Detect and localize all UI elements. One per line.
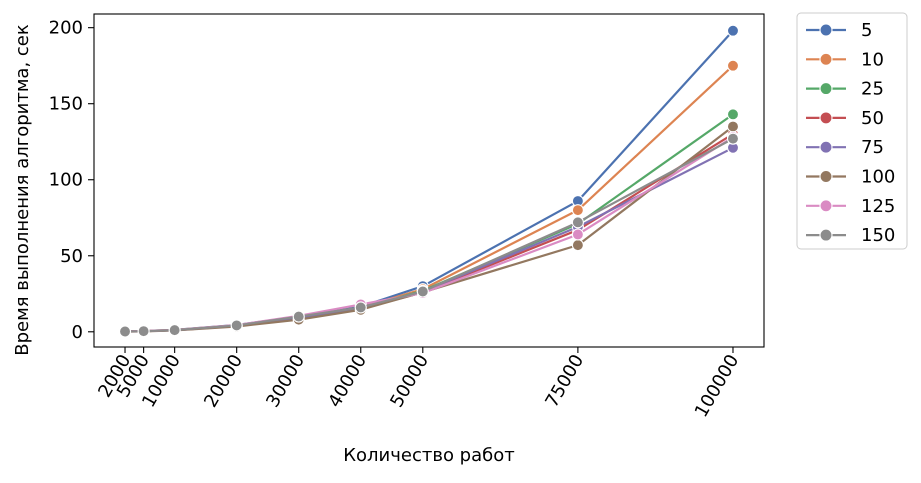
- legend-item: 100: [806, 167, 895, 188]
- legend-marker: [819, 23, 833, 37]
- series-line: [125, 125, 734, 333]
- legend-item: 75: [806, 137, 884, 158]
- data-point: [118, 325, 132, 338]
- data-point: [726, 108, 740, 121]
- series-10: [118, 59, 740, 338]
- data-point: [726, 59, 740, 72]
- legend-item: 10: [806, 49, 884, 70]
- legend-marker: [819, 199, 833, 213]
- data-point: [571, 239, 584, 252]
- series-line: [125, 137, 734, 333]
- y-tick-label: 100: [49, 170, 83, 191]
- data-point: [354, 301, 367, 314]
- legend-marker: [819, 52, 833, 66]
- data-point: [230, 319, 243, 332]
- legend-item: 150: [806, 225, 895, 246]
- legend-label: 100: [861, 167, 895, 188]
- x-tick-label: 100000: [691, 351, 744, 421]
- x-tick-label: 30000: [262, 351, 309, 411]
- series-50: [118, 128, 740, 338]
- data-point: [137, 325, 150, 338]
- x-axis-label: Количество работ: [343, 445, 514, 466]
- series-100: [118, 120, 740, 338]
- series-line: [125, 113, 734, 333]
- legend-marker: [819, 82, 833, 96]
- plot-frame: [93, 13, 765, 348]
- data-point: [416, 285, 429, 298]
- series-75: [118, 141, 740, 338]
- y-tick-label: 0: [72, 322, 83, 343]
- legend-item: 25: [806, 79, 884, 100]
- x-tick-label: 40000: [324, 351, 371, 411]
- legend: 5 10 25 50 75 100 125 150: [796, 12, 908, 250]
- legend-label: 5: [861, 20, 872, 41]
- legend-box: [796, 12, 908, 250]
- data-point: [292, 310, 305, 323]
- legend-item: 125: [806, 196, 895, 217]
- series-line: [125, 133, 734, 333]
- data-point: [726, 24, 740, 37]
- series-line: [124, 136, 734, 333]
- legend-marker: [819, 169, 833, 184]
- x-tick-label: 50000: [386, 351, 433, 411]
- legend-label: 10: [861, 49, 884, 70]
- series-25: [118, 108, 740, 338]
- legend-label: 125: [861, 196, 895, 217]
- legend-item: 50: [806, 108, 884, 129]
- legend-marker: [819, 228, 833, 242]
- legend-item: 5: [806, 20, 872, 41]
- data-point: [571, 204, 584, 217]
- data-point: [168, 324, 181, 337]
- legend-label: 75: [861, 137, 884, 158]
- y-tick-label: 150: [49, 94, 83, 115]
- series-150: [118, 132, 740, 338]
- x-tick-label: 75000: [541, 351, 588, 411]
- legend-label: 25: [861, 79, 884, 100]
- series-layer: [118, 24, 740, 338]
- data-point: [571, 216, 584, 229]
- data-point: [726, 120, 740, 133]
- data-point: [726, 132, 740, 145]
- series-125: [118, 131, 740, 338]
- y-axis-label: Время выполнения алгоритма, сек: [12, 24, 33, 356]
- legend-label: 50: [861, 108, 884, 129]
- legend-label: 150: [861, 225, 895, 246]
- legend-marker: [819, 111, 833, 125]
- x-tick-label: 20000: [200, 351, 247, 411]
- y-tick-label: 200: [49, 18, 83, 39]
- series-line: [125, 146, 734, 333]
- data-point: [571, 228, 584, 241]
- legend-marker: [819, 140, 833, 154]
- y-tick-label: 50: [60, 246, 83, 267]
